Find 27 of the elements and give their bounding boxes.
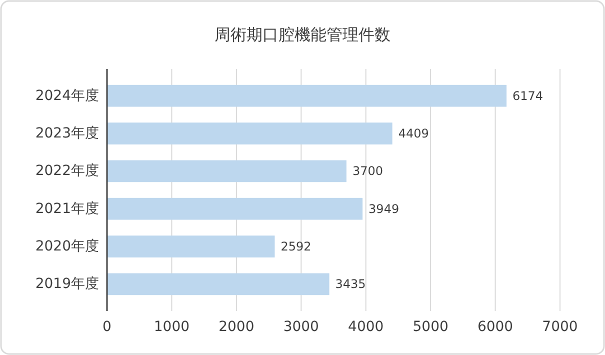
y-tick-label: 2024年度: [35, 88, 99, 104]
y-tick-label: 2019年度: [35, 276, 99, 292]
x-tick-label: 1000: [154, 319, 190, 335]
bar: [107, 84, 507, 107]
data-label: 4409: [398, 126, 429, 140]
bar: [107, 198, 363, 220]
bar: [107, 160, 346, 182]
x-tick-label: 6000: [477, 319, 514, 335]
x-tick-label: 5000: [412, 319, 448, 335]
y-tick-label: 2022年度: [35, 163, 99, 180]
x-tick-label: 2000: [218, 319, 254, 335]
y-tick-label: 2021年度: [35, 200, 99, 217]
chart-title: 周術期口腔機能管理件数: [214, 25, 390, 44]
y-tick-label: 2020年度: [35, 238, 99, 254]
bar: [107, 122, 392, 144]
x-tick-label: 4000: [348, 319, 384, 335]
data-label: 2592: [280, 240, 312, 254]
x-tick-label: 0: [102, 319, 112, 335]
data-label: 6174: [512, 88, 544, 103]
data-label: 3949: [368, 202, 400, 216]
bar: [107, 273, 330, 296]
x-tick-label: 7000: [542, 319, 578, 335]
data-label: 3435: [335, 277, 366, 292]
y-tick-label: 2023年度: [35, 126, 99, 142]
data-label: 3700: [352, 164, 383, 178]
x-tick-label: 3000: [283, 319, 319, 335]
bar: [107, 236, 275, 258]
